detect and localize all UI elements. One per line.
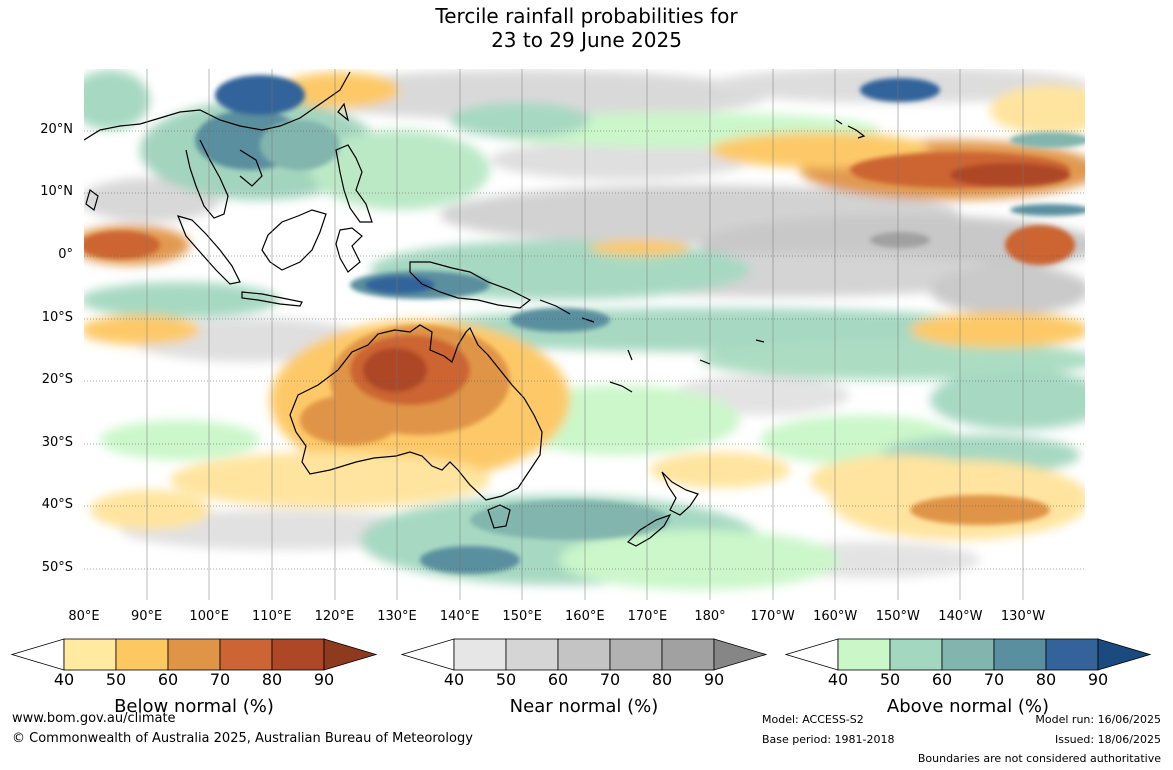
near-normal-swatch xyxy=(661,638,715,671)
longitude-label: 130°W xyxy=(1000,609,1046,624)
near-normal-swatch xyxy=(557,638,611,671)
near-normal-title: Near normal (%) xyxy=(509,696,659,717)
latitude-label: 30°S xyxy=(41,435,73,450)
above-normal-swatch xyxy=(1045,638,1099,671)
colorbar-tick: 60 xyxy=(547,670,569,689)
longitude-label: 110°E xyxy=(252,609,292,624)
above-normal-swatch xyxy=(837,638,891,671)
colorbar-tick: 70 xyxy=(983,670,1005,689)
near-normal-swatch xyxy=(609,638,663,671)
colorbar-tick: 70 xyxy=(209,670,231,689)
colorbar-below-normal xyxy=(10,638,378,671)
graticule xyxy=(84,130,1085,570)
latitude-label: 50°S xyxy=(41,560,73,575)
near-normal-lower-extension xyxy=(400,638,455,671)
colorbar-tick: 90 xyxy=(703,670,725,689)
colorbar-tick: 50 xyxy=(495,670,517,689)
below-normal-swatch xyxy=(63,638,117,671)
longitude-label: 160°W xyxy=(813,609,858,624)
above-normal-swatch xyxy=(889,638,943,671)
near-normal-upper-extension xyxy=(713,638,768,671)
above-normal-swatch xyxy=(993,638,1047,671)
longitude-label: 170°E xyxy=(627,609,668,624)
longitude-label: 140°W xyxy=(938,609,983,624)
colorbar-tick: 90 xyxy=(1087,670,1109,689)
longitude-label: 160°E xyxy=(565,609,605,624)
disclaimer-text: Boundaries are not considered authoritat… xyxy=(917,752,1161,765)
longitude-label: 100°E xyxy=(189,609,229,624)
below-normal-upper-extension xyxy=(323,638,378,671)
below-normal-swatch xyxy=(219,638,273,671)
longitude-label: 130°E xyxy=(377,609,417,624)
title-line-1: Tercile rainfall probabilities for xyxy=(435,4,738,28)
above-normal-swatch xyxy=(941,638,995,671)
longitude-label: 150°E xyxy=(502,609,542,624)
latitude-label: 0° xyxy=(58,247,73,262)
longitude-label: 80°E xyxy=(68,609,100,624)
above-normal-title: Above normal (%) xyxy=(886,696,1050,717)
colorbar-above-normal xyxy=(784,638,1152,671)
colorbar-near-normal xyxy=(400,638,768,671)
above-normal-upper-extension xyxy=(1097,638,1152,671)
colorbar-tick: 80 xyxy=(1035,670,1057,689)
colorbar-tick: 80 xyxy=(261,670,283,689)
colorbar-tick: 80 xyxy=(651,670,673,689)
near-normal-swatch xyxy=(453,638,507,671)
colorbar-tick: 90 xyxy=(313,670,335,689)
below-normal-swatch xyxy=(271,638,325,671)
base-period-text: Base period: 1981-2018 xyxy=(762,733,895,746)
colorbar-tick: 50 xyxy=(879,670,901,689)
longitude-label: 120°E xyxy=(314,609,355,624)
colorbar-tick: 40 xyxy=(827,670,849,689)
latitude-label: 40°S xyxy=(41,497,73,512)
longitude-label: 180° xyxy=(694,609,726,624)
longitude-label: 170°W xyxy=(750,609,795,624)
colorbar-tick: 40 xyxy=(443,670,465,689)
longitude-label: 90°E xyxy=(130,609,163,624)
copyright-text: © Commonwealth of Australia 2025, Austra… xyxy=(12,731,473,746)
colorbar-tick: 70 xyxy=(599,670,621,689)
longitude-label: 150°W xyxy=(875,609,920,624)
map-title: Tercile rainfall probabilities for 23 to… xyxy=(0,4,1173,52)
near-normal-swatch xyxy=(505,638,559,671)
latitude-label: 20°S xyxy=(41,372,73,387)
model-text: Model: ACCESS-S2 xyxy=(762,713,864,726)
below-normal-title: Below normal (%) xyxy=(114,696,274,717)
latitude-label: 10°N xyxy=(40,184,73,199)
colorbar-tick: 40 xyxy=(53,670,75,689)
below-normal-lower-extension xyxy=(10,638,65,671)
below-normal-swatch xyxy=(167,638,221,671)
latitude-label: 20°N xyxy=(40,122,73,137)
colorbar-tick: 50 xyxy=(105,670,127,689)
longitude-label: 140°E xyxy=(439,609,480,624)
colorbar-tick: 60 xyxy=(157,670,179,689)
website-link[interactable]: www.bom.gov.au/climate xyxy=(12,711,176,726)
title-line-2: 23 to 29 June 2025 xyxy=(491,28,682,52)
model-run-text: Model run: 16/06/2025 xyxy=(1035,713,1161,726)
latitude-label: 10°S xyxy=(41,310,73,325)
colorbar-tick: 60 xyxy=(931,670,953,689)
meridians xyxy=(146,69,1024,600)
issued-text: Issued: 18/06/2025 xyxy=(1054,733,1161,746)
above-normal-lower-extension xyxy=(784,638,839,671)
probability-field xyxy=(84,69,1085,600)
below-normal-swatch xyxy=(115,638,169,671)
